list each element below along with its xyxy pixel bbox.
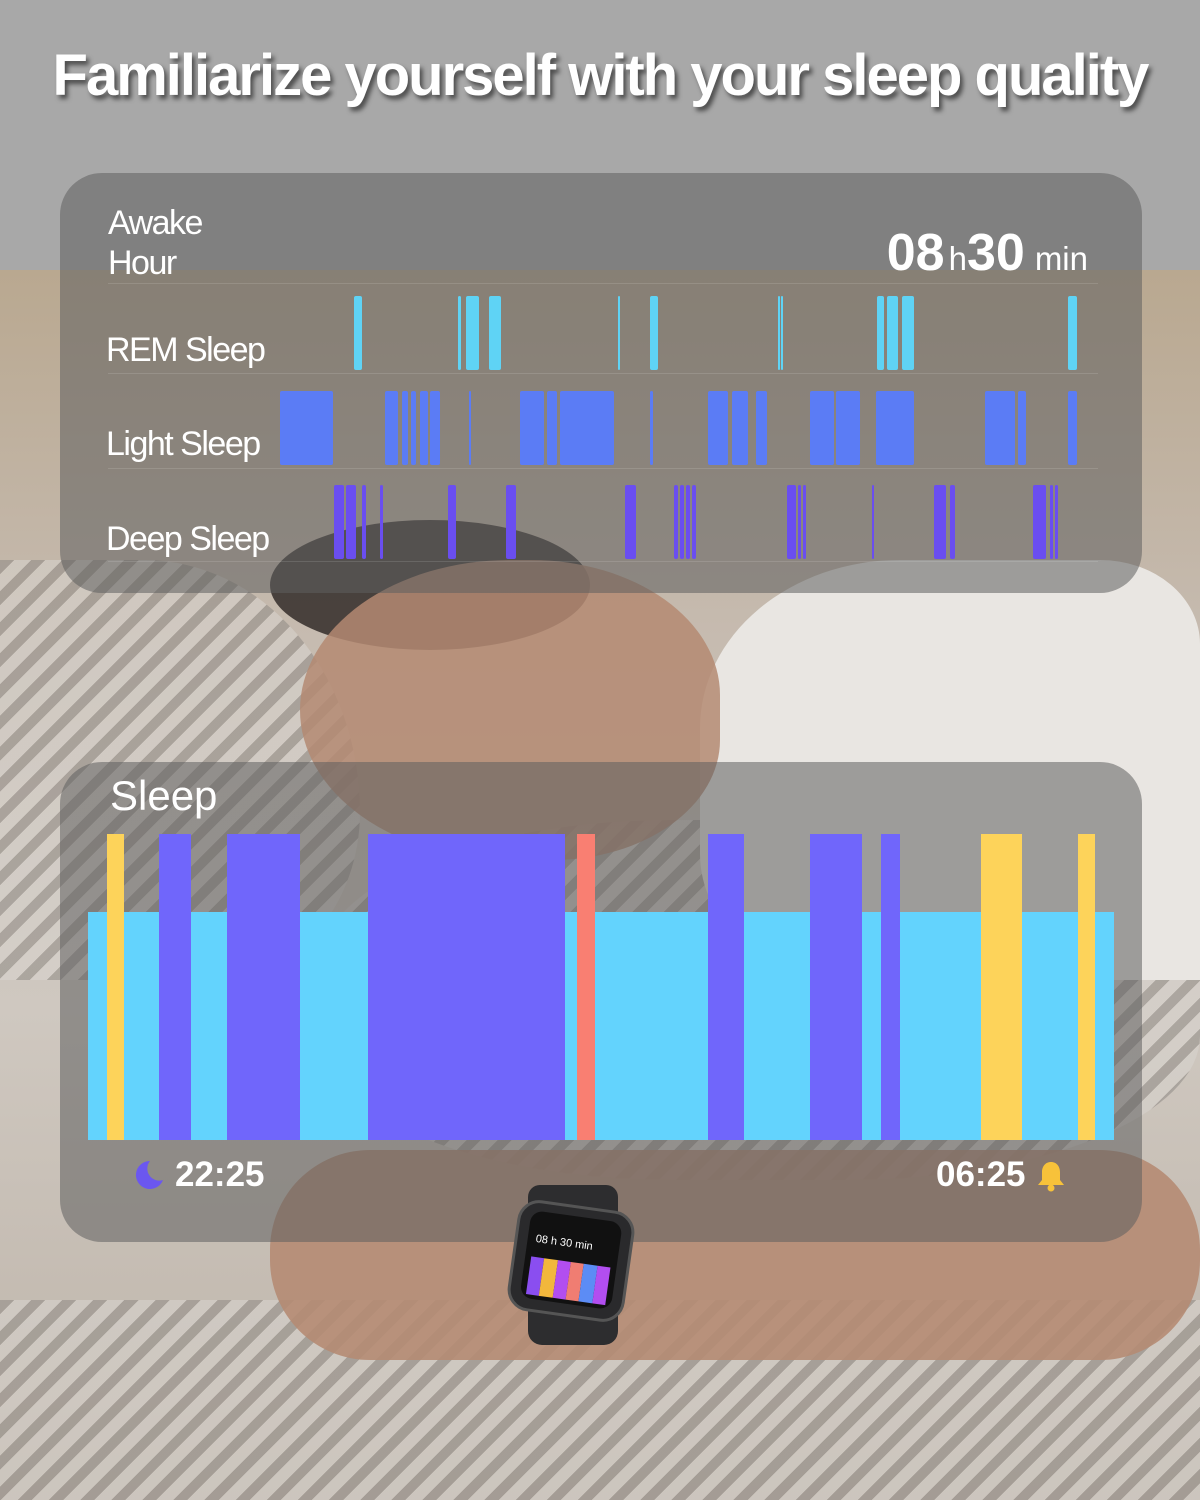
deep-sleep-bar (380, 485, 383, 559)
light-sleep-bar (411, 391, 416, 465)
moon-icon (135, 1160, 163, 1189)
start-time: 22:25 (175, 1155, 265, 1194)
deep-sleep-bar (334, 485, 344, 559)
row-label-deep: Deep Sleep (106, 520, 270, 558)
deep-sleep-bar (625, 485, 636, 559)
chart-segment (881, 834, 901, 1140)
light-sleep-bar (732, 391, 748, 465)
light-sleep-bar (420, 391, 428, 465)
duration-hours: 08 (886, 224, 945, 282)
chart-segment (810, 834, 862, 1140)
light-sleep-bar (402, 391, 408, 465)
hours-unit: h (948, 240, 967, 277)
rem-sleep-bar (489, 296, 501, 370)
deep-sleep-bar (692, 485, 696, 559)
deep-sleep-bar (448, 485, 456, 559)
light-sleep-bar (385, 391, 398, 465)
deep-sleep-bar (787, 485, 796, 559)
rem-sleep-bar (877, 296, 884, 370)
rem-sleep-bar (466, 296, 479, 370)
light-sleep-bar (430, 391, 440, 465)
sleep-stages-panel: Awake Hour REM Sleep Light Sleep Deep Sl… (60, 173, 1142, 593)
deep-sleep-bar (950, 485, 955, 559)
row-label-light: Light Sleep (106, 425, 261, 463)
chart-segment (368, 834, 565, 1140)
row-label-rem: REM Sleep (106, 331, 266, 369)
deep-sleep-bar (346, 485, 356, 559)
sleep-title: Sleep (110, 772, 218, 819)
light-sleep-bar (708, 391, 728, 465)
chart-segment (577, 834, 595, 1140)
light-sleep-bar (985, 391, 1015, 465)
chart-segment (158, 834, 191, 1140)
deep-sleep-bar (1050, 485, 1053, 559)
light-sleep-bar (810, 391, 834, 465)
deep-sleep-bar (872, 485, 874, 559)
deep-sleep-bar (506, 485, 516, 559)
light-sleep-bar (280, 391, 333, 465)
chart-segment (707, 834, 745, 1140)
rem-sleep-bar (354, 296, 362, 370)
row-label-awake: Awake Hour (108, 204, 203, 282)
light-sleep-bar (756, 391, 767, 465)
watch-sleep-bars (525, 1256, 611, 1306)
rem-sleep-bar (778, 296, 780, 370)
chart-segment (1077, 834, 1095, 1140)
minutes-unit: min (1034, 240, 1088, 277)
rem-sleep-bar (1068, 296, 1077, 370)
rem-sleep-bar (781, 296, 783, 370)
duration-minutes: 30 (966, 224, 1025, 282)
deep-sleep-bar (1055, 485, 1058, 559)
deep-sleep-bar (362, 485, 366, 559)
bell-icon (1038, 1162, 1064, 1192)
sleep-chart (88, 834, 1114, 1140)
headline: Familiarize yourself with your sleep qua… (52, 43, 1150, 108)
end-time: 06:25 (936, 1155, 1026, 1194)
light-sleep-bar (1068, 391, 1077, 465)
chart-segment (981, 834, 1023, 1140)
rem-sleep-bar (618, 296, 620, 370)
watch-screen: 08 h 30 min (519, 1210, 623, 1310)
chart-segment (107, 834, 125, 1140)
stage-bars (60, 173, 1142, 593)
deep-sleep-bar (1033, 485, 1046, 559)
light-sleep-bar (469, 391, 471, 465)
chart-segment (226, 834, 300, 1140)
deep-sleep-bar (934, 485, 946, 559)
light-sleep-bar (876, 391, 914, 465)
light-sleep-bar (836, 391, 860, 465)
light-sleep-bar (1018, 391, 1026, 465)
sleep-chart-panel: Sleep 22:25 06:25 (60, 762, 1142, 1242)
light-sleep-bar (520, 391, 544, 465)
rem-sleep-bar (458, 296, 461, 370)
deep-sleep-bar (674, 485, 678, 559)
deep-sleep-bar (798, 485, 801, 559)
rem-sleep-bar (902, 296, 914, 370)
watch-duration: 08 h 30 min (534, 1232, 594, 1253)
deep-sleep-bar (803, 485, 806, 559)
light-sleep-bar (560, 391, 614, 465)
light-sleep-bar (650, 391, 653, 465)
smartwatch: 08 h 30 min (504, 1197, 638, 1325)
rem-sleep-bar (650, 296, 658, 370)
deep-sleep-bar (686, 485, 690, 559)
deep-sleep-bar (680, 485, 684, 559)
sleep-duration: 08 h30 min (887, 223, 1088, 283)
rem-sleep-bar (887, 296, 898, 370)
light-sleep-bar (547, 391, 557, 465)
